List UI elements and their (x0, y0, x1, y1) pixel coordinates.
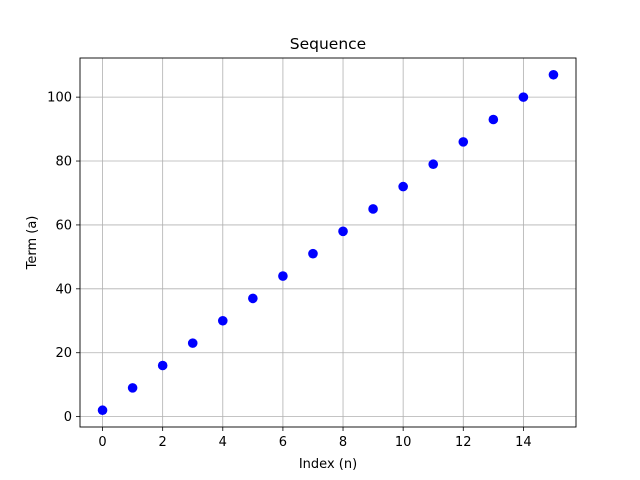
plot-frame (79, 57, 577, 428)
data-point (488, 114, 499, 125)
x-tick-label: 2 (159, 435, 167, 450)
y-tick-label: 0 (64, 410, 72, 425)
x-tick-label: 6 (279, 435, 287, 450)
x-tick-label: 0 (98, 435, 106, 450)
data-point (518, 92, 529, 102)
y-tick-label: 60 (55, 218, 72, 233)
x-tick-label: 12 (455, 435, 472, 450)
axis-ticks: 0 2 4 6 8 10 12 14 0 20 40 60 80 100 (47, 91, 531, 450)
data-point (398, 181, 408, 192)
x-tick-label: 8 (339, 435, 347, 450)
chart-title: Sequence (290, 35, 366, 53)
data-points (97, 69, 559, 416)
y-axis-label: Term (a) (25, 216, 40, 271)
data-point (127, 383, 138, 393)
data-point (308, 248, 318, 259)
data-point (428, 159, 439, 170)
data-point (548, 69, 559, 80)
data-point (248, 293, 258, 304)
data-point (157, 360, 168, 371)
y-tick-label: 100 (47, 91, 72, 106)
data-point (338, 226, 348, 237)
data-point (458, 137, 469, 147)
data-point (368, 204, 378, 214)
grid-lines (80, 58, 576, 427)
data-point (97, 405, 108, 416)
data-point (278, 271, 288, 281)
x-tick-label: 14 (515, 435, 532, 450)
x-axis-label: Index (n) (299, 457, 357, 472)
y-tick-label: 40 (55, 282, 72, 297)
data-point (217, 315, 228, 326)
y-tick-label: 80 (55, 155, 72, 170)
data-point (187, 338, 198, 348)
y-tick-label: 20 (55, 346, 72, 361)
x-tick-label: 4 (219, 435, 227, 450)
x-tick-label: 10 (395, 435, 412, 450)
